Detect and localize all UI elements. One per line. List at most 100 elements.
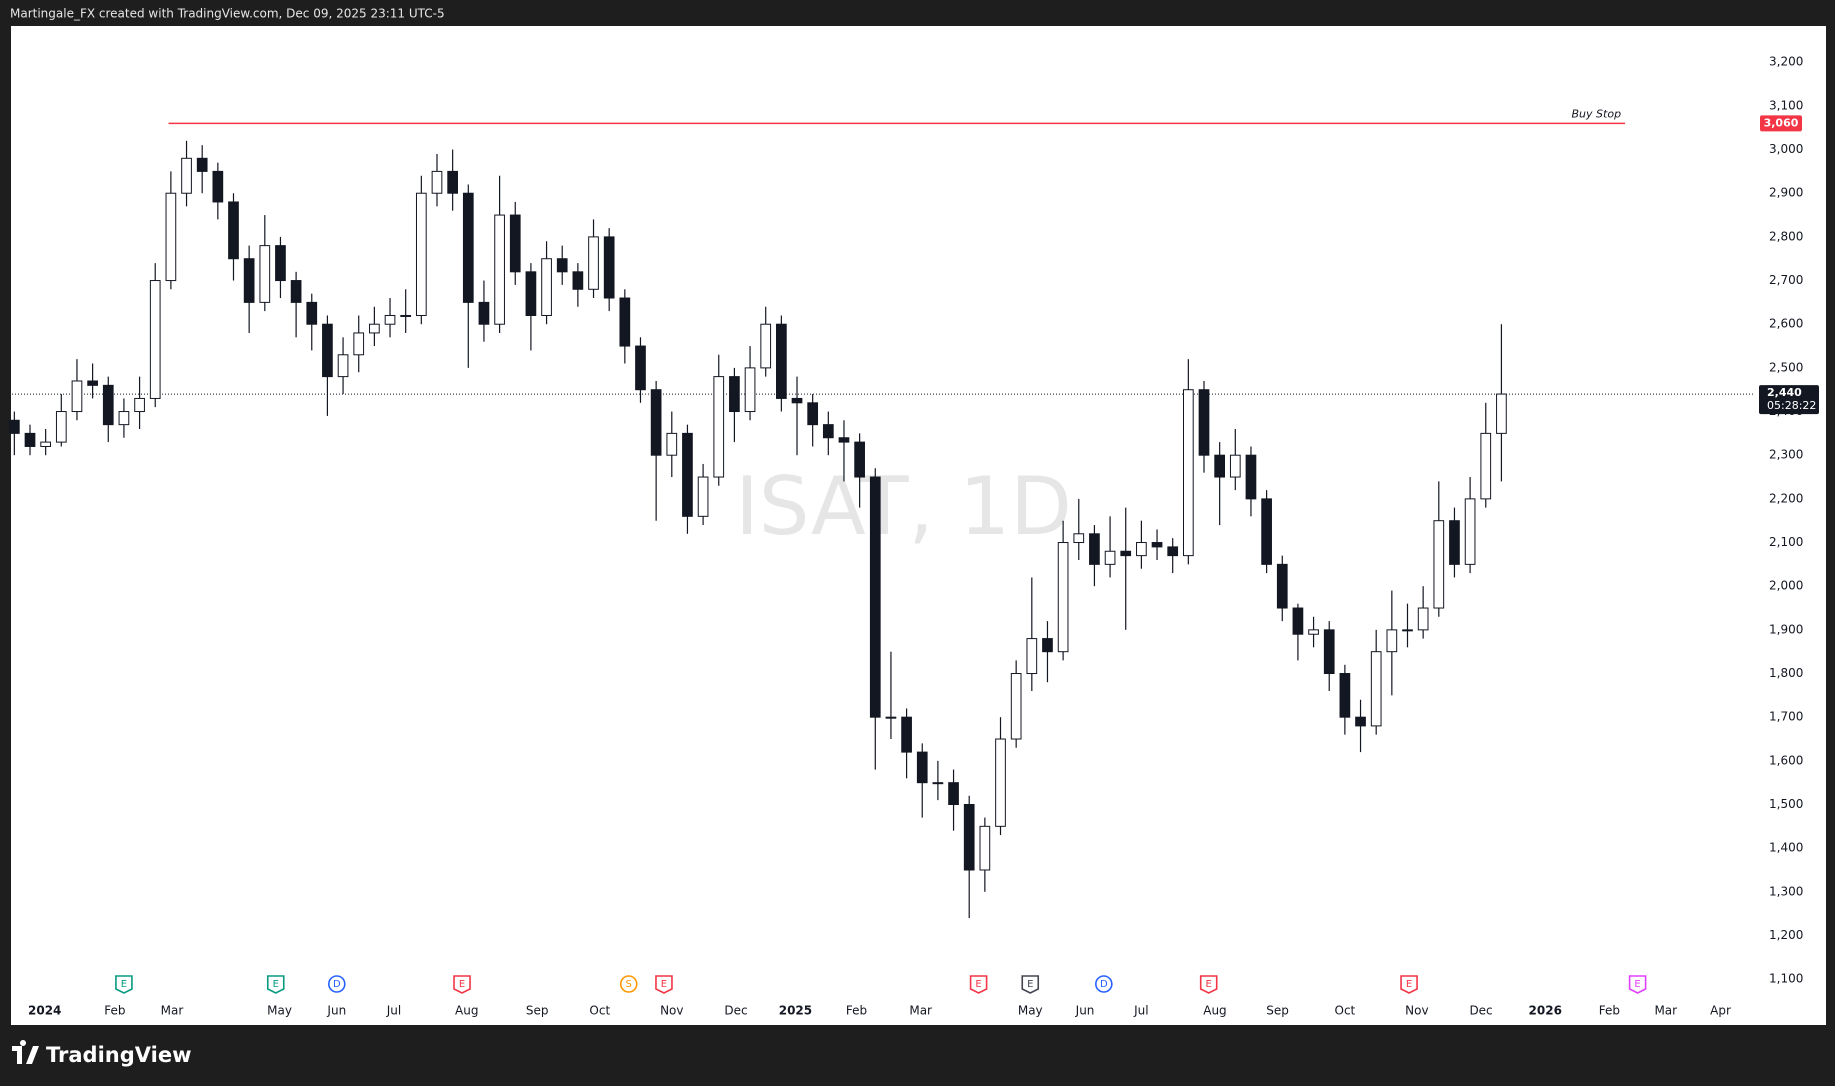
candle-body (1464, 498, 1476, 565)
candle-body (1026, 638, 1038, 675)
candle-body (369, 323, 380, 334)
event-badge (619, 975, 638, 993)
candle-body (1104, 550, 1116, 565)
y-tick-label: 1,200 (1769, 928, 1803, 942)
candle-body (118, 411, 130, 426)
x-tick-label: Feb (104, 1004, 125, 1018)
candle-body (995, 738, 1006, 827)
candle-body (1057, 542, 1069, 653)
candle-body (713, 376, 725, 478)
y-tick-label: 1,400 (1769, 841, 1803, 855)
candle-body (1245, 454, 1257, 500)
x-tick-label: Dec (1469, 1004, 1492, 1018)
candle-body (963, 804, 975, 871)
event-badge (1199, 975, 1218, 994)
x-tick-label: Dec (724, 1004, 747, 1018)
candle-body (212, 170, 224, 203)
y-tick-label: 1,900 (1769, 622, 1803, 636)
line-label: Buy Stop (1572, 107, 1622, 120)
candle-body (776, 323, 787, 399)
candle-body (1136, 542, 1147, 557)
candle-body (603, 236, 615, 299)
candle-body (744, 367, 756, 413)
y-tick-label: 2,000 (1769, 579, 1803, 593)
x-tick-label: Jun (1075, 1004, 1095, 1018)
y-tick-label: 1,500 (1769, 797, 1803, 811)
candle-body (494, 214, 505, 325)
x-tick-label: Sep (526, 1004, 549, 1018)
event-badge (1400, 975, 1418, 994)
x-tick-label: Mar (161, 1004, 184, 1018)
candle-body (588, 236, 599, 290)
candle-body (196, 157, 208, 172)
candle-body (1323, 629, 1335, 675)
candle-body (1370, 651, 1382, 727)
candle-body (635, 345, 646, 391)
x-tick-label: Oct (589, 1004, 610, 1018)
candle-body (1089, 533, 1100, 565)
event-badge (1095, 975, 1113, 993)
candle-body (979, 825, 991, 871)
x-tick-label: 2025 (779, 1004, 812, 1018)
watermark: ISAT, 1D (735, 460, 1072, 553)
y-tick-label: 3,200 (1769, 55, 1803, 69)
candle-body (760, 323, 772, 369)
event-label: E (1406, 979, 1412, 990)
y-tick-label: 2,300 (1769, 448, 1803, 462)
event-label: D (333, 979, 341, 990)
event-badge (266, 975, 285, 994)
candle-body (134, 397, 145, 413)
candle-body (948, 782, 959, 806)
x-tick-label: Nov (660, 1004, 683, 1018)
candle-body (1229, 454, 1241, 478)
x-tick-label: Mar (909, 1004, 932, 1018)
candle-body (1292, 607, 1304, 635)
candle-body (1480, 432, 1492, 500)
candle-body (259, 245, 271, 303)
candle-body (901, 716, 912, 753)
last-price-label: 2,440 (1767, 386, 1802, 399)
header-text: Martingale_FX created with TradingView.c… (10, 7, 445, 21)
event-label: E (661, 979, 667, 990)
y-tick-label: 1,600 (1769, 753, 1803, 767)
chart-panel (11, 26, 1826, 1025)
x-tick-label: 2024 (28, 1004, 61, 1018)
candle-body (697, 476, 709, 517)
candle-body (1198, 389, 1210, 456)
x-tick-label: Mar (1654, 1004, 1677, 1018)
y-tick-label: 1,100 (1769, 972, 1803, 986)
candle-body (932, 782, 944, 785)
candle-body (384, 314, 396, 325)
candle-body (869, 476, 881, 718)
event-label: E (121, 979, 127, 990)
x-tick-label: Jun (326, 1004, 346, 1018)
x-tick-label: May (1018, 1004, 1043, 1018)
candle-body (525, 271, 537, 316)
candle-body (102, 384, 114, 426)
y-tick-label: 2,900 (1769, 186, 1803, 200)
x-tick-label: Jul (1133, 1004, 1148, 1018)
y-tick-label: 2,500 (1769, 360, 1803, 374)
candle-body (243, 258, 255, 303)
candle-body (556, 258, 568, 273)
event-badge (115, 975, 133, 994)
x-tick-label: May (267, 1004, 292, 1018)
x-tick-label: Feb (846, 1004, 867, 1018)
y-tick-label: 2,600 (1769, 317, 1803, 331)
candle-body (322, 323, 333, 378)
y-tick-label: 2,100 (1769, 535, 1803, 549)
candle-body (40, 441, 52, 447)
price-tag-label: 3,060 (1764, 116, 1799, 129)
candle-body (165, 192, 177, 282)
candle-body (415, 192, 427, 316)
candle-body (1276, 563, 1288, 609)
event-badge (453, 975, 471, 994)
candle-body (462, 192, 474, 303)
candle-body (1496, 393, 1507, 434)
y-tick-label: 1,800 (1769, 666, 1803, 680)
candle-body (24, 432, 36, 447)
y-tick-label: 3,100 (1769, 98, 1803, 112)
